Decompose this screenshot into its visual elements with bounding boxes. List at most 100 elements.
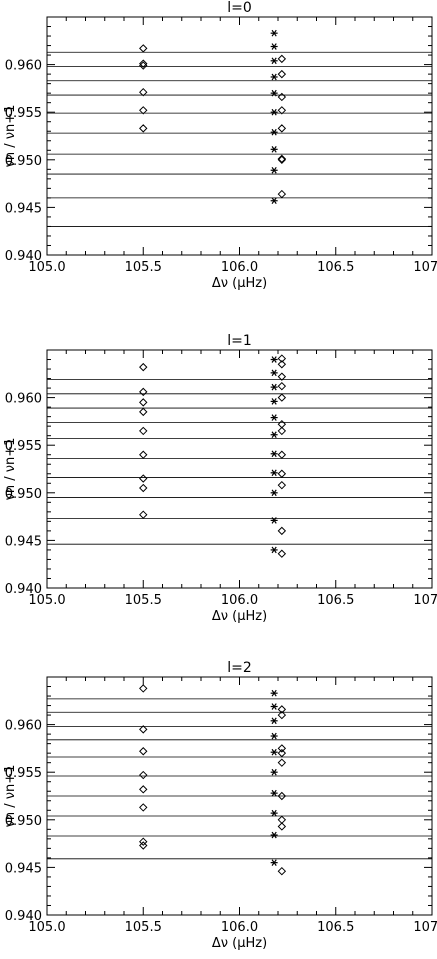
asterisk-stroke bbox=[271, 398, 277, 405]
diamond-point bbox=[277, 549, 287, 558]
diamond-point bbox=[277, 526, 287, 536]
asterisk-point bbox=[270, 383, 278, 391]
asterisk-stroke bbox=[271, 859, 277, 866]
asterisk-stroke bbox=[271, 717, 277, 725]
x-tick-label: 105.5 bbox=[125, 920, 162, 935]
diamond-point bbox=[139, 510, 148, 519]
plot-frame bbox=[46, 349, 433, 589]
diamond-point bbox=[139, 88, 148, 97]
asterisk-point bbox=[270, 546, 278, 554]
asterisk-point bbox=[270, 29, 278, 37]
diamond-point bbox=[139, 44, 148, 53]
y-tick-label: 0.960 bbox=[5, 719, 42, 734]
x-tick-label: 105.5 bbox=[125, 260, 162, 275]
diamond-point bbox=[277, 92, 287, 102]
asterisk-stroke bbox=[271, 57, 277, 65]
x-tick-label: 107.0 bbox=[413, 920, 437, 935]
x-tick-label: 105.0 bbox=[28, 920, 65, 935]
asterisk-point bbox=[270, 108, 278, 116]
diamond-point bbox=[277, 450, 287, 459]
diamond-point bbox=[277, 54, 287, 64]
diamond-point bbox=[139, 725, 148, 734]
diamond-point bbox=[139, 837, 148, 846]
x-tick-label: 106.0 bbox=[221, 920, 258, 935]
asterisk-stroke bbox=[271, 29, 277, 37]
asterisk-stroke bbox=[271, 356, 277, 363]
asterisk-point bbox=[270, 57, 278, 65]
panel-title: l=0 bbox=[227, 0, 252, 16]
panel-2: l=1 105.0 105.5 106.0 106.5 107.0 0.940 0.945 0.… bbox=[3, 333, 437, 624]
asterisk-stroke bbox=[271, 89, 277, 97]
diamond-point bbox=[277, 106, 287, 115]
diamond-point bbox=[139, 426, 148, 436]
asterisk-stroke bbox=[271, 809, 277, 817]
diamond-point bbox=[277, 867, 287, 876]
diamond-point bbox=[277, 710, 287, 720]
asterisk-point bbox=[270, 748, 278, 756]
asterisk-stroke bbox=[271, 43, 277, 50]
asterisk-point bbox=[270, 809, 278, 817]
x-tick-label: 107.0 bbox=[413, 593, 437, 608]
asterisk-point bbox=[270, 450, 278, 458]
y-tick-label: 0.950 bbox=[5, 154, 42, 169]
diamond-point bbox=[277, 189, 287, 199]
plot-frame bbox=[46, 16, 433, 256]
y-tick-label: 0.955 bbox=[5, 766, 42, 781]
diamond-point bbox=[277, 372, 287, 381]
asterisk-point bbox=[270, 431, 278, 439]
x-tick-label: 106.0 bbox=[221, 593, 258, 608]
diamond-point bbox=[139, 106, 148, 115]
diamond-point bbox=[139, 124, 148, 133]
asterisk-point bbox=[270, 689, 278, 697]
asterisk-stroke bbox=[271, 166, 277, 174]
x-tick-label: 106.5 bbox=[317, 260, 354, 275]
diamond-point bbox=[277, 69, 287, 79]
asterisk-point bbox=[270, 768, 278, 776]
diamond-point bbox=[277, 815, 287, 825]
asterisk-point bbox=[270, 859, 278, 866]
y-tick-label: 0.945 bbox=[5, 534, 42, 549]
asterisk-point bbox=[270, 146, 278, 153]
diamond-point bbox=[277, 354, 287, 363]
diamond-point bbox=[277, 155, 287, 165]
x-tick-label: 105.0 bbox=[28, 260, 65, 275]
panel-title: l=1 bbox=[227, 333, 252, 349]
diamond-point bbox=[277, 469, 287, 478]
diamond-point bbox=[139, 483, 148, 493]
asterisk-point bbox=[270, 89, 278, 97]
asterisk-stroke bbox=[271, 703, 277, 710]
diamond-point bbox=[277, 480, 287, 490]
asterisk-point bbox=[270, 517, 278, 524]
asterisk-point bbox=[270, 398, 278, 405]
asterisk-stroke bbox=[271, 689, 277, 697]
diamond-point bbox=[277, 705, 287, 714]
diamond-point bbox=[277, 426, 287, 436]
asterisk-stroke bbox=[271, 197, 277, 205]
asterisk-point bbox=[270, 369, 278, 377]
asterisk-stroke bbox=[271, 469, 277, 477]
panel-3: l=2 105.0 105.5 106.0 106.5 107.0 0.940 0.945 0.… bbox=[3, 660, 437, 951]
diamond-point bbox=[277, 420, 287, 429]
x-tick-label: 105.0 bbox=[28, 593, 65, 608]
diamond-point bbox=[139, 841, 148, 850]
x-tick-label: 106.0 bbox=[221, 260, 258, 275]
asterisk-stroke bbox=[271, 768, 277, 776]
diamond-point bbox=[277, 393, 287, 402]
diamond-point bbox=[139, 785, 148, 794]
diamond-point bbox=[139, 450, 148, 459]
x-axis-title: Δν (μHz) bbox=[212, 276, 267, 291]
x-tick-label: 107.0 bbox=[413, 260, 437, 275]
asterisk-stroke bbox=[271, 128, 277, 136]
y-tick-label: 0.940 bbox=[5, 249, 42, 264]
asterisk-stroke bbox=[271, 732, 277, 740]
diamond-point bbox=[277, 748, 287, 758]
asterisk-point bbox=[270, 43, 278, 50]
asterisk-point bbox=[270, 831, 278, 839]
asterisk-point bbox=[270, 732, 278, 740]
diamond-point bbox=[139, 474, 148, 483]
asterisk-point bbox=[270, 789, 278, 797]
asterisk-stroke bbox=[271, 73, 277, 81]
asterisk-stroke bbox=[271, 517, 277, 524]
diamond-point bbox=[139, 387, 148, 397]
